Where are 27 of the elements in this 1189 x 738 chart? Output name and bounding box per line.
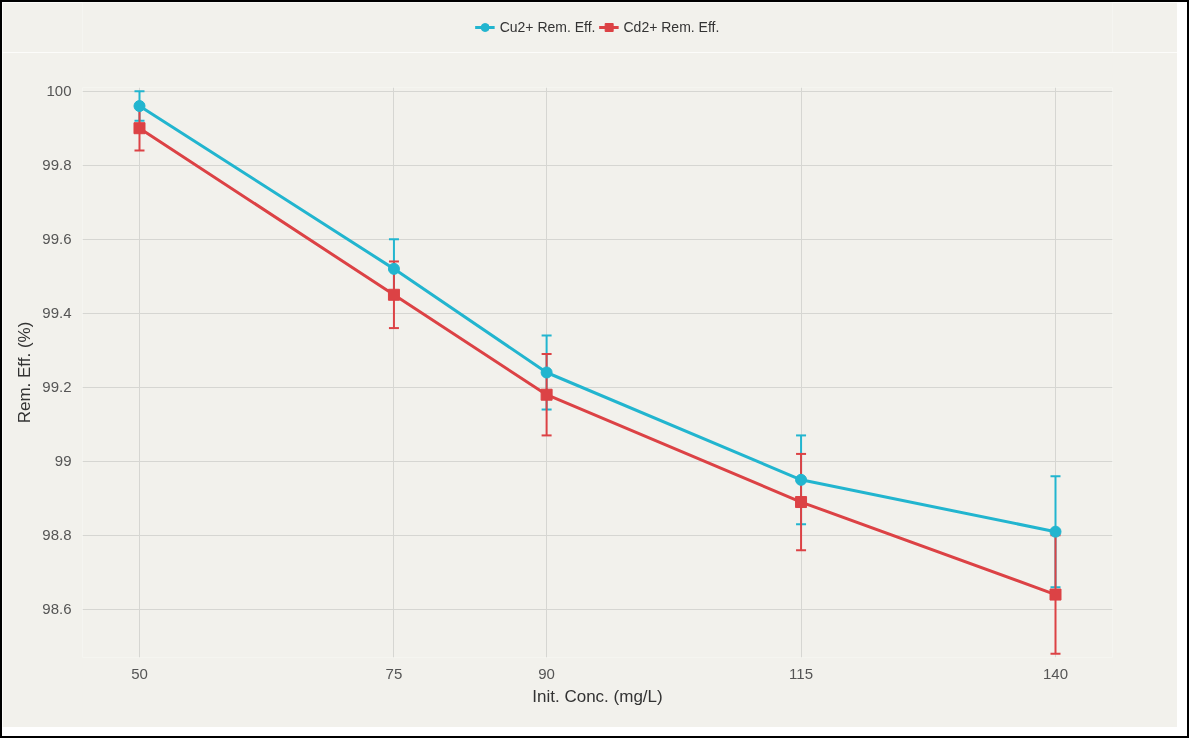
y-tick-label: 99.6 xyxy=(42,230,72,248)
x-tick-label: 75 xyxy=(385,664,403,682)
point xyxy=(387,288,400,301)
point xyxy=(1049,525,1062,538)
legend-label: Cu2+ Rem. Eff. xyxy=(499,19,596,35)
x-tick-label: 90 xyxy=(538,664,555,682)
point xyxy=(795,473,808,486)
y-tick-label: 98.6 xyxy=(42,600,72,618)
y-tick-label: 99.8 xyxy=(42,156,72,174)
point xyxy=(133,122,146,135)
y-tick-label: 98.8 xyxy=(42,526,72,544)
x-axis-title: Init. Conc. (mg/L) xyxy=(532,686,663,706)
legend-label: Cd2+ Rem. Eff. xyxy=(623,19,720,35)
x-tick-label: 50 xyxy=(131,664,148,682)
x-tick-label: 140 xyxy=(1042,664,1069,682)
x-tick-label: 115 xyxy=(789,664,814,682)
y-axis-title: Rem. Eff. (%) xyxy=(15,321,35,424)
y-tick-label: 99 xyxy=(54,452,72,470)
point xyxy=(795,496,808,509)
y-tick-label: 99.2 xyxy=(42,378,72,396)
point xyxy=(1049,588,1062,601)
point xyxy=(540,366,553,379)
point xyxy=(387,262,400,275)
point xyxy=(133,100,146,112)
point xyxy=(540,388,553,401)
y-tick-label: 100 xyxy=(46,82,72,100)
y-tick-label: 99.4 xyxy=(42,304,72,322)
